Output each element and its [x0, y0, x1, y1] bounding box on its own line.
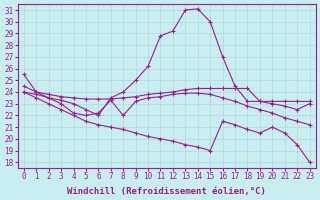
X-axis label: Windchill (Refroidissement éolien,°C): Windchill (Refroidissement éolien,°C) — [67, 187, 266, 196]
